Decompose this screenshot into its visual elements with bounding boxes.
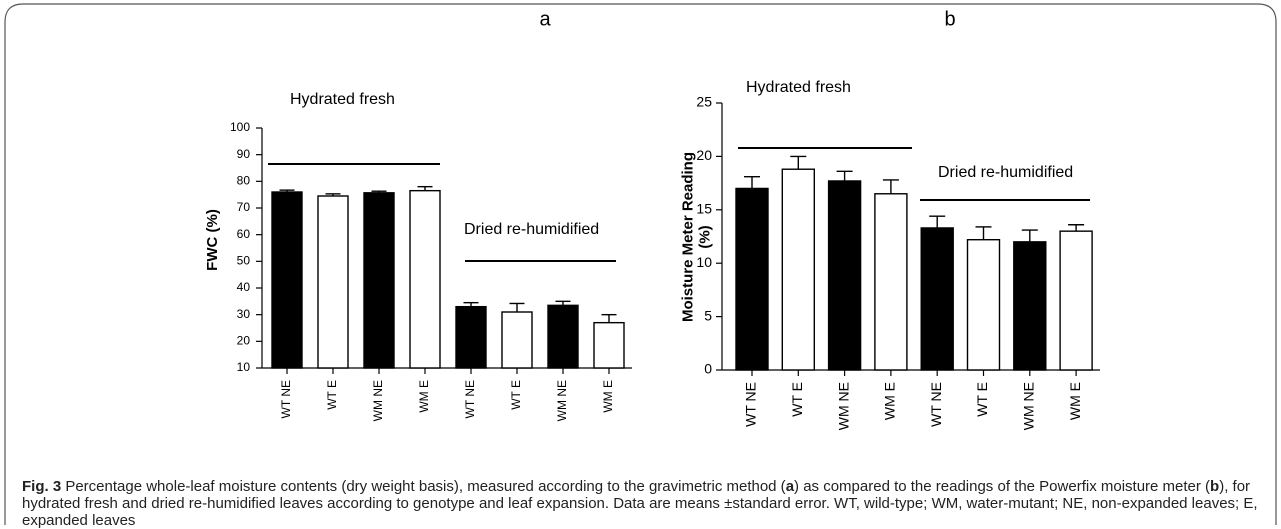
- x-tick-label: WM NE: [835, 382, 851, 430]
- x-tick-label: WM E: [417, 380, 431, 413]
- panel-label: a: [539, 8, 551, 30]
- panel-label: b: [944, 8, 955, 30]
- y-tick-label: 80: [237, 174, 251, 188]
- annotation: Dried re-humidified: [464, 221, 599, 238]
- x-tick-label: WM NE: [371, 380, 385, 421]
- y-tick-label: 70: [237, 200, 251, 214]
- y-axis-label: Moisture Meter Reading: [679, 152, 696, 322]
- bar: [409, 189, 441, 369]
- bar: [593, 321, 625, 369]
- bar: [781, 168, 815, 371]
- caption-text: b: [1210, 478, 1220, 495]
- x-tick-label: WT NE: [279, 380, 293, 418]
- x-tick-label: WT E: [509, 380, 523, 410]
- y-tick-label: 25: [696, 94, 712, 110]
- y-tick-label: 40: [237, 280, 251, 294]
- caption-text: a: [785, 478, 795, 495]
- y-tick-label: 10: [237, 360, 251, 374]
- y-tick-label: 20: [696, 147, 712, 163]
- bar: [455, 305, 487, 369]
- annotation: Hydrated fresh: [746, 79, 851, 96]
- frame: [4, 3, 1277, 525]
- x-tick-label: WM NE: [555, 380, 569, 421]
- bar: [271, 191, 303, 369]
- x-tick-label: WM E: [882, 382, 898, 420]
- y-tick-label: 30: [237, 307, 251, 321]
- bar: [547, 304, 579, 369]
- y-tick-label: 100: [230, 120, 250, 134]
- bar: [363, 192, 395, 369]
- bar: [874, 193, 908, 371]
- y-tick-label: 90: [237, 147, 251, 161]
- x-tick-label: WM E: [601, 380, 615, 413]
- y-tick-label: 5: [704, 307, 712, 323]
- y-tick-label: 10: [696, 254, 712, 270]
- bar: [501, 311, 533, 369]
- y-tick-label: 15: [696, 201, 712, 217]
- annotation: Dried re-humidified: [938, 164, 1073, 181]
- y-tick-label: 60: [237, 227, 251, 241]
- bar: [920, 227, 954, 371]
- y-tick-label: 50: [237, 254, 251, 268]
- x-tick-label: WM NE: [1021, 382, 1037, 430]
- bar: [827, 180, 862, 371]
- caption: Fig. 3 Percentage whole-leaf moisture co…: [22, 478, 1262, 529]
- x-tick-label: WT E: [789, 382, 805, 417]
- bar: [1059, 230, 1093, 371]
- y-tick-label: 20: [237, 334, 251, 348]
- x-tick-label: WT NE: [463, 380, 477, 418]
- y-axis-label: (%): [696, 225, 713, 248]
- x-tick-label: WT E: [325, 380, 339, 410]
- bar: [317, 195, 349, 369]
- x-tick-label: WT E: [974, 382, 990, 417]
- y-tick-label: 0: [704, 361, 712, 377]
- caption-text: Percentage whole-leaf moisture contents …: [61, 478, 786, 495]
- annotation: Hydrated fresh: [290, 91, 395, 108]
- bar: [1013, 241, 1047, 371]
- y-axis-label: FWC (%): [204, 209, 221, 271]
- x-tick-label: WT NE: [928, 382, 944, 427]
- bar: [735, 187, 769, 371]
- bar: [966, 239, 1001, 371]
- x-tick-label: WT NE: [743, 382, 759, 427]
- caption-text: Fig. 3: [22, 478, 62, 495]
- x-tick-label: WM E: [1067, 382, 1083, 420]
- caption-text: ) as compared to the readings of the Pow…: [794, 478, 1211, 495]
